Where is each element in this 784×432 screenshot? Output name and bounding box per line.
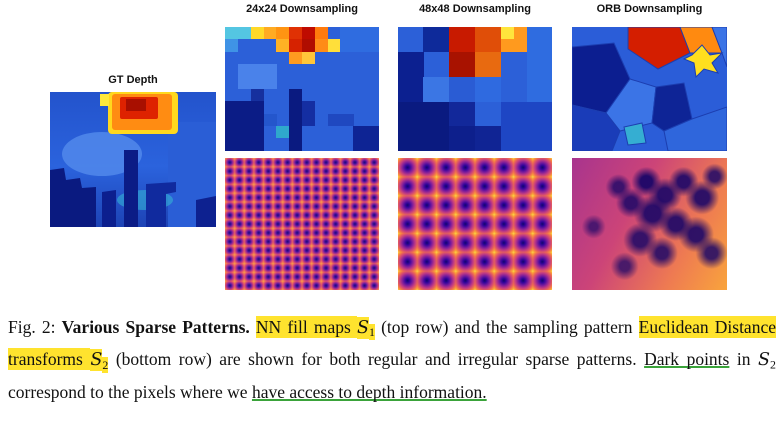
caption-fig-number: Fig. 2: (8, 317, 62, 337)
nn-fill-orb-image (572, 27, 727, 151)
caption-underline-1: Dark points (644, 349, 730, 370)
caption-highlight-1: NN fill maps (255, 316, 357, 338)
caption-math-s2b: S (758, 350, 770, 371)
caption-math-s2-sub: 2 (102, 356, 109, 373)
caption-math-s1: S (357, 317, 369, 339)
caption-text: in (729, 349, 758, 370)
nn-fill-48x48-image (398, 27, 552, 151)
edt-48x48-image (398, 158, 552, 290)
caption-text: (bottom row) are shown for both regular … (108, 349, 645, 370)
caption-math-s2: S (90, 349, 103, 372)
gt-depth-image (50, 92, 216, 227)
figure-caption: Fig. 2: Various Sparse Patterns. NN fill… (8, 314, 776, 406)
caption-math-s2b-sub: 2 (770, 357, 776, 372)
edt-24x24-image (225, 158, 379, 290)
header-48x48-downsampling: 48x48 Downsampling (419, 3, 531, 15)
caption-text: correspond to the pixels where we (8, 381, 252, 402)
caption-math-s1-sub: 1 (369, 324, 375, 341)
header-gt-depth: GT Depth (108, 74, 158, 86)
caption-title: Various Sparse Patterns. (61, 317, 256, 337)
caption-underline-2: have access to depth information. (251, 381, 487, 402)
caption-text: (top row) and the sampling pattern (374, 317, 639, 337)
header-orb-downsampling: ORB Downsampling (596, 3, 703, 15)
nn-fill-24x24-image (225, 27, 379, 151)
header-24x24-downsampling: 24x24 Downsampling (246, 3, 358, 15)
edt-orb-image (572, 158, 727, 290)
